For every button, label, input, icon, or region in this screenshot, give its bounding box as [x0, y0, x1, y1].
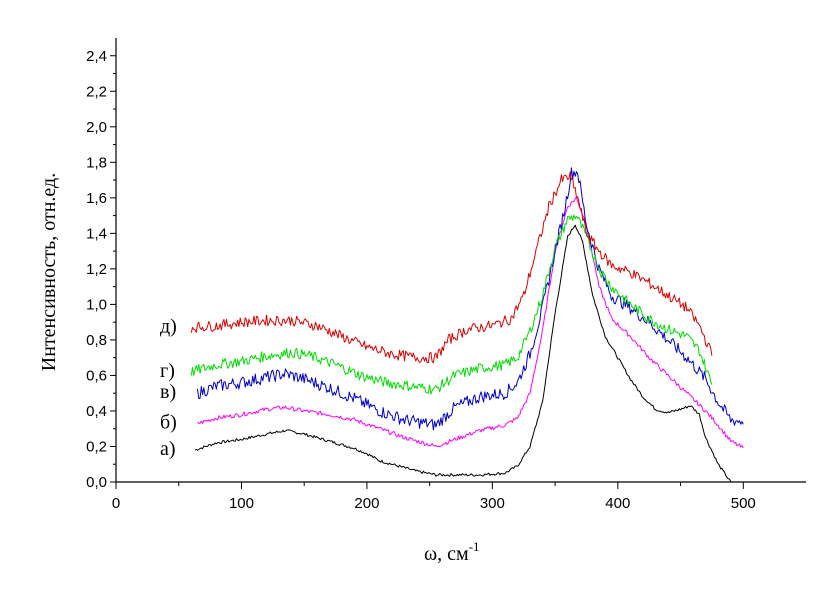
series-lines — [190, 167, 744, 482]
x-tick-label: 300 — [480, 495, 505, 512]
y-tick-label: 2,4 — [86, 48, 107, 65]
x-axis-title-main: ω, см — [424, 543, 469, 565]
y-axis-title: Интенсивность, отн.ед. — [38, 173, 60, 371]
x-tick-label: 0 — [112, 495, 120, 512]
y-tick-label: 0,8 — [86, 332, 107, 349]
ticks: 0,0 0,2 0,4 0,6 0,8 1,0 1,2 1,4 1,6 1,8 2,0 2,2 2,4 0… — [86, 48, 756, 512]
y-tick-label: 1,6 — [86, 190, 107, 207]
series-label: б) — [160, 411, 177, 433]
series-labels: а) б) в)г) д) — [160, 315, 177, 460]
x-axis-title-superscript: -1 — [469, 539, 480, 554]
series-line — [197, 196, 744, 449]
series-label: г) — [160, 360, 175, 382]
y-tick-label: 0,0 — [86, 474, 107, 491]
x-tick-label: 400 — [605, 495, 630, 512]
series-line — [190, 214, 713, 395]
series-line — [190, 171, 713, 364]
x-tick-label: 200 — [354, 495, 379, 512]
y-tick-label: 1,8 — [86, 154, 107, 171]
x-axis-title: ω, см-1 — [424, 539, 480, 565]
y-tick-label: 2,2 — [86, 83, 107, 100]
series-label: а) — [160, 438, 176, 460]
y-tick-label: 2,0 — [86, 119, 107, 136]
series-label: д) — [160, 315, 177, 337]
y-tick-label: 0,4 — [86, 403, 107, 420]
series-line — [197, 167, 744, 431]
y-tick-label: 1,0 — [86, 296, 107, 313]
y-tick-label: 1,2 — [86, 261, 107, 278]
y-tick-label: 1,4 — [86, 225, 107, 242]
y-tick-label: 0,6 — [86, 367, 107, 384]
series-label: в) — [160, 381, 176, 403]
series-line — [194, 224, 732, 482]
y-tick-label: 0,2 — [86, 438, 107, 455]
x-tick-label: 100 — [229, 495, 254, 512]
x-tick-label: 500 — [731, 495, 756, 512]
axes — [115, 38, 806, 483]
